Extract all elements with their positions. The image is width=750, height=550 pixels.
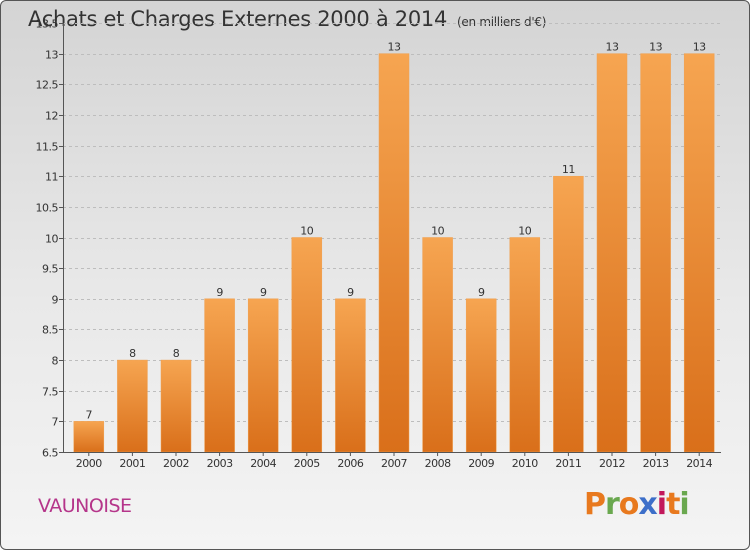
y-tick-label: 12 [45, 110, 58, 123]
bar [117, 359, 148, 453]
y-tick-label: 6.5 [42, 447, 58, 460]
y-tick-label: 11.5 [36, 141, 59, 154]
bar [553, 175, 584, 453]
commune-name: VAUNOISE [38, 495, 132, 517]
bar [378, 53, 410, 453]
bar-value-label: 9 [478, 286, 485, 299]
y-tick-label: 11 [45, 171, 58, 184]
x-tick-label: 2010 [512, 457, 538, 470]
bar [640, 53, 671, 453]
bar [291, 237, 323, 453]
x-tick-label: 2000 [76, 457, 102, 470]
logo-letter: x [638, 487, 657, 522]
bar-value-label: 13 [693, 41, 706, 54]
x-tick-label: 2005 [294, 457, 320, 470]
y-tick-label: 12.5 [36, 79, 59, 92]
bar [335, 298, 366, 453]
bar-value-label: 8 [173, 347, 180, 360]
y-tick-label: 13 [45, 49, 58, 62]
bar [683, 53, 715, 453]
x-tick-label: 2014 [686, 457, 712, 470]
bar [465, 298, 497, 453]
x-tick-label: 2007 [381, 457, 407, 470]
bar-value-label: 13 [388, 41, 401, 54]
bar-value-label: 10 [431, 225, 444, 238]
bar-value-label: 9 [260, 286, 267, 299]
bar [204, 298, 235, 453]
logo-letter: r [605, 487, 620, 522]
bar-value-label: 10 [518, 225, 531, 238]
bar [73, 421, 105, 453]
x-tick-label: 2009 [468, 457, 494, 470]
y-tick-label: 7.5 [42, 386, 58, 399]
x-tick-label: 2003 [207, 457, 233, 470]
bar-value-label: 9 [347, 286, 354, 299]
y-tick-label: 9 [52, 294, 59, 307]
bar-value-label: 13 [606, 41, 619, 54]
bar-value-label: 13 [649, 41, 662, 54]
y-tick-label: 8 [52, 355, 59, 368]
y-tick-label: 10.5 [36, 202, 59, 215]
bar [509, 237, 541, 453]
x-tick-label: 2013 [643, 457, 669, 470]
x-tick-label: 2008 [425, 457, 451, 470]
chart-title: Achats et Charges Externes 2000 à 2014 (e… [28, 7, 546, 31]
bar-value-label: 9 [216, 286, 223, 299]
bar-value-label: 7 [86, 408, 93, 421]
y-tick-label: 10 [45, 233, 58, 246]
y-tick-label: 13.5 [36, 18, 59, 31]
logo-letter: t [666, 487, 680, 522]
axes: 6.5 7 7.5 8 8.5 9 9.5 10 10.5 11 11.5 12 12.5 13 13.5 2… [36, 18, 721, 470]
chart-title-text: Achats et Charges Externes 2000 à 2014 [28, 7, 448, 31]
bar-value-label: 10 [300, 225, 313, 238]
bars: 7 8 8 9 9 10 9 13 10 9 10 11 13 13 13 [73, 41, 715, 453]
proxiti-logo[interactable]: Proxiti [584, 487, 690, 522]
bar [247, 298, 279, 453]
logo-letter: i [656, 487, 667, 522]
logo-letter: o [618, 487, 640, 522]
bar-value-label: 11 [562, 163, 575, 176]
logo-letter: i [679, 487, 689, 522]
x-tick-label: 2004 [250, 457, 276, 470]
logo-letter: P [584, 487, 606, 522]
x-tick-label: 2001 [119, 457, 145, 470]
x-tick-label: 2012 [599, 457, 625, 470]
y-tick-label: 9.5 [42, 263, 58, 276]
chart-unit: (en milliers d'€) [457, 15, 547, 29]
x-tick-label: 2006 [337, 457, 363, 470]
bar [596, 53, 628, 453]
bar [422, 237, 453, 453]
bar-value-label: 8 [129, 347, 136, 360]
bar [160, 359, 192, 453]
y-tick-label: 7 [52, 416, 59, 429]
x-tick-label: 2002 [163, 457, 189, 470]
x-tick-label: 2011 [555, 457, 581, 470]
y-tick-label: 8.5 [42, 324, 58, 337]
